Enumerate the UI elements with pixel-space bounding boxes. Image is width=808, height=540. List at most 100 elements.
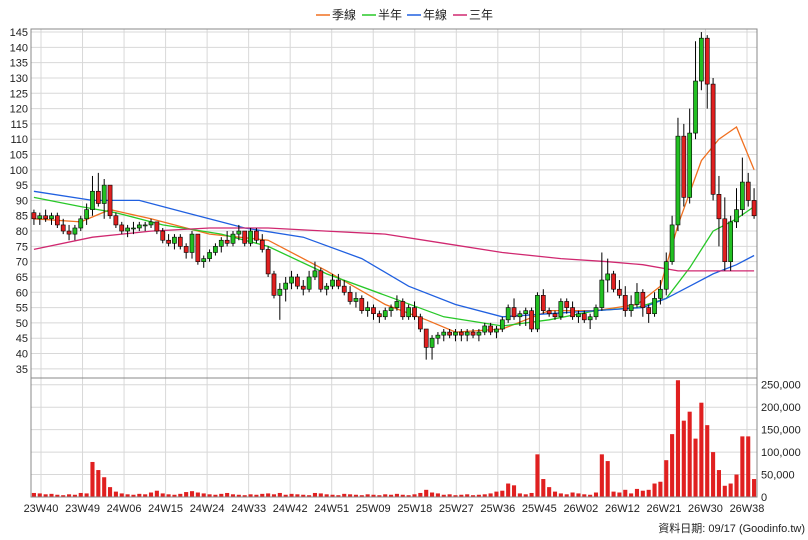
candle xyxy=(125,224,130,238)
candle-body xyxy=(154,221,160,232)
candle-body xyxy=(564,301,570,308)
candle xyxy=(546,307,552,317)
candle xyxy=(751,188,757,219)
volume-tick-label: 150,000 xyxy=(761,425,801,437)
candle-body xyxy=(125,227,130,232)
candle xyxy=(131,221,136,235)
candle xyxy=(189,231,195,259)
volume-bar xyxy=(564,494,569,497)
candle-body xyxy=(84,209,89,220)
vertical-grid xyxy=(40,29,748,497)
candle-body xyxy=(540,295,546,311)
volume-bar xyxy=(623,489,628,497)
volume-bar xyxy=(470,495,476,497)
candle xyxy=(529,307,534,333)
volume-bar xyxy=(705,425,710,497)
candle-body xyxy=(628,304,634,311)
candle-body xyxy=(306,276,312,290)
candle xyxy=(564,298,570,314)
candle xyxy=(119,221,125,235)
price-tick-label: 110 xyxy=(10,134,28,146)
candle-body xyxy=(745,181,751,201)
candle xyxy=(142,221,148,232)
candle-body xyxy=(277,288,283,296)
candle-body xyxy=(95,190,101,204)
volume-bar xyxy=(318,493,323,497)
volume-bar xyxy=(254,494,259,497)
candle xyxy=(576,310,581,323)
candle xyxy=(634,283,640,308)
candle-body xyxy=(230,233,236,244)
candle xyxy=(54,212,60,228)
candles xyxy=(31,32,757,360)
candle-body xyxy=(570,307,575,318)
volume-bar xyxy=(734,474,739,497)
volume-bar xyxy=(611,491,616,497)
volume-bar xyxy=(640,490,645,497)
candle-body xyxy=(341,285,347,293)
candle xyxy=(318,267,324,293)
volume-bar xyxy=(295,494,300,497)
price-frame xyxy=(30,28,758,379)
volume-bar xyxy=(148,492,154,497)
volume-frame xyxy=(30,377,758,498)
volume-bar xyxy=(424,489,429,497)
candle xyxy=(160,227,166,244)
price-tick-label: 120 xyxy=(10,104,28,116)
candle xyxy=(347,286,353,305)
volume-bar xyxy=(37,493,42,497)
candle xyxy=(523,307,529,326)
volume-bar xyxy=(301,494,306,497)
volume-bar xyxy=(716,470,721,497)
candle-body xyxy=(406,307,411,318)
volume-bar xyxy=(722,485,727,497)
price-tick-label: 65 xyxy=(16,272,28,284)
candle xyxy=(429,335,435,360)
candle xyxy=(183,243,189,259)
volume-bar xyxy=(605,461,610,497)
volume-bar xyxy=(687,411,692,497)
candle xyxy=(388,304,394,317)
candle-body xyxy=(283,282,289,290)
candle xyxy=(382,307,388,320)
candle xyxy=(658,280,663,305)
x-tick-label: 26W02 xyxy=(563,503,598,515)
x-tick-label: 23W49 xyxy=(65,503,100,515)
candle xyxy=(201,255,207,268)
x-tick-label: 26W21 xyxy=(647,503,682,515)
candle-body xyxy=(78,218,84,229)
price-tick-label: 40 xyxy=(16,349,28,361)
volume-bar xyxy=(225,492,230,497)
volume-bar xyxy=(459,494,464,497)
x-axis: 23W40 23W49 24W06 24W15 24W24 24W33 24W42 24W51… xyxy=(24,503,765,515)
candle xyxy=(207,249,212,262)
volume-bar xyxy=(670,434,675,497)
volume-bar xyxy=(248,494,253,497)
volume-bar xyxy=(189,491,195,497)
candle-body xyxy=(49,215,54,220)
candle-body xyxy=(529,310,534,330)
volume-bar xyxy=(406,495,411,497)
candle xyxy=(605,258,611,293)
candle-body xyxy=(324,285,330,290)
candle xyxy=(640,289,646,317)
legend-item-半年: 半年 xyxy=(362,8,402,22)
candle-body xyxy=(412,307,417,318)
volume-bar xyxy=(213,494,218,497)
candle-body xyxy=(300,285,306,290)
volume-tick-label: 250,000 xyxy=(761,380,801,392)
legend-label: 季線 xyxy=(332,7,356,22)
candle xyxy=(441,329,447,342)
volume-tick-label: 50,000 xyxy=(761,470,795,482)
candle-body xyxy=(423,328,429,348)
volume-bar xyxy=(576,493,581,497)
volume-bar xyxy=(389,494,394,497)
candle xyxy=(113,212,119,228)
candle-body xyxy=(72,227,78,235)
candle-body xyxy=(265,249,271,275)
candle-body xyxy=(599,279,605,308)
candle xyxy=(365,301,371,317)
volume-bar xyxy=(740,436,745,497)
candle xyxy=(593,304,599,320)
volume-bar xyxy=(67,494,72,497)
